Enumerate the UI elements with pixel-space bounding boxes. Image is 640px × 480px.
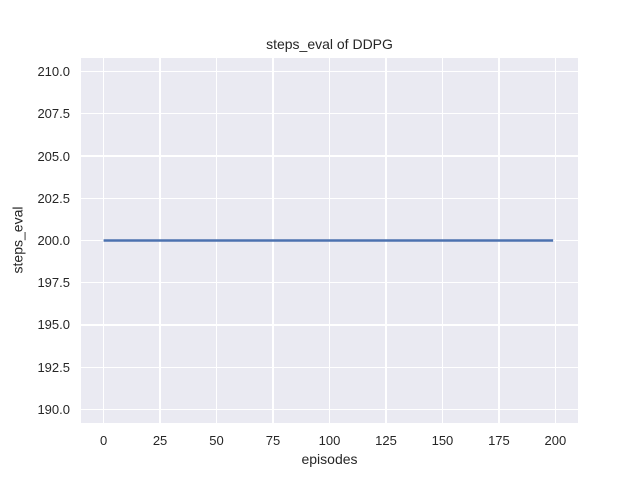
y-tick-label: 207.5 — [37, 106, 70, 122]
y-tick-label: 195.0 — [37, 317, 70, 333]
horizontal-gridline — [81, 155, 578, 157]
y-tick-label: 197.5 — [37, 275, 70, 291]
y-axis-label: steps_eval — [9, 206, 26, 274]
x-tick-label: 100 — [318, 433, 341, 448]
series-layer — [103, 239, 554, 242]
horizontal-gridline — [81, 113, 578, 115]
horizontal-gridline — [81, 282, 578, 284]
x-tick-label: 75 — [265, 433, 281, 448]
y-tick-label: 190.0 — [37, 401, 70, 417]
horizontal-gridline — [81, 70, 578, 73]
x-tick-label: 125 — [375, 433, 397, 448]
plot-area — [81, 58, 578, 423]
horizontal-gridline — [81, 197, 578, 199]
x-tick-label: 50 — [209, 433, 224, 448]
y-tick-label: 202.5 — [37, 190, 70, 206]
y-tick-label: 205.0 — [37, 148, 70, 164]
horizontal-gridline — [81, 408, 578, 411]
horizontal-gridline — [81, 324, 578, 326]
x-tick-label: 150 — [431, 433, 454, 448]
x-tick-label: 25 — [152, 433, 168, 448]
horizontal-gridline — [81, 366, 578, 368]
x-tick-label: 175 — [488, 433, 510, 448]
y-tick-label: 210.0 — [37, 64, 70, 80]
y-tick-label: 200.0 — [37, 233, 70, 248]
x-tick-label: 0 — [99, 433, 108, 448]
x-tick-label: 200 — [544, 433, 567, 448]
x-axis-label: episodes — [301, 451, 358, 467]
y-tick-label: 192.5 — [37, 359, 70, 375]
chart-title: steps_eval of DDPG — [266, 36, 393, 52]
